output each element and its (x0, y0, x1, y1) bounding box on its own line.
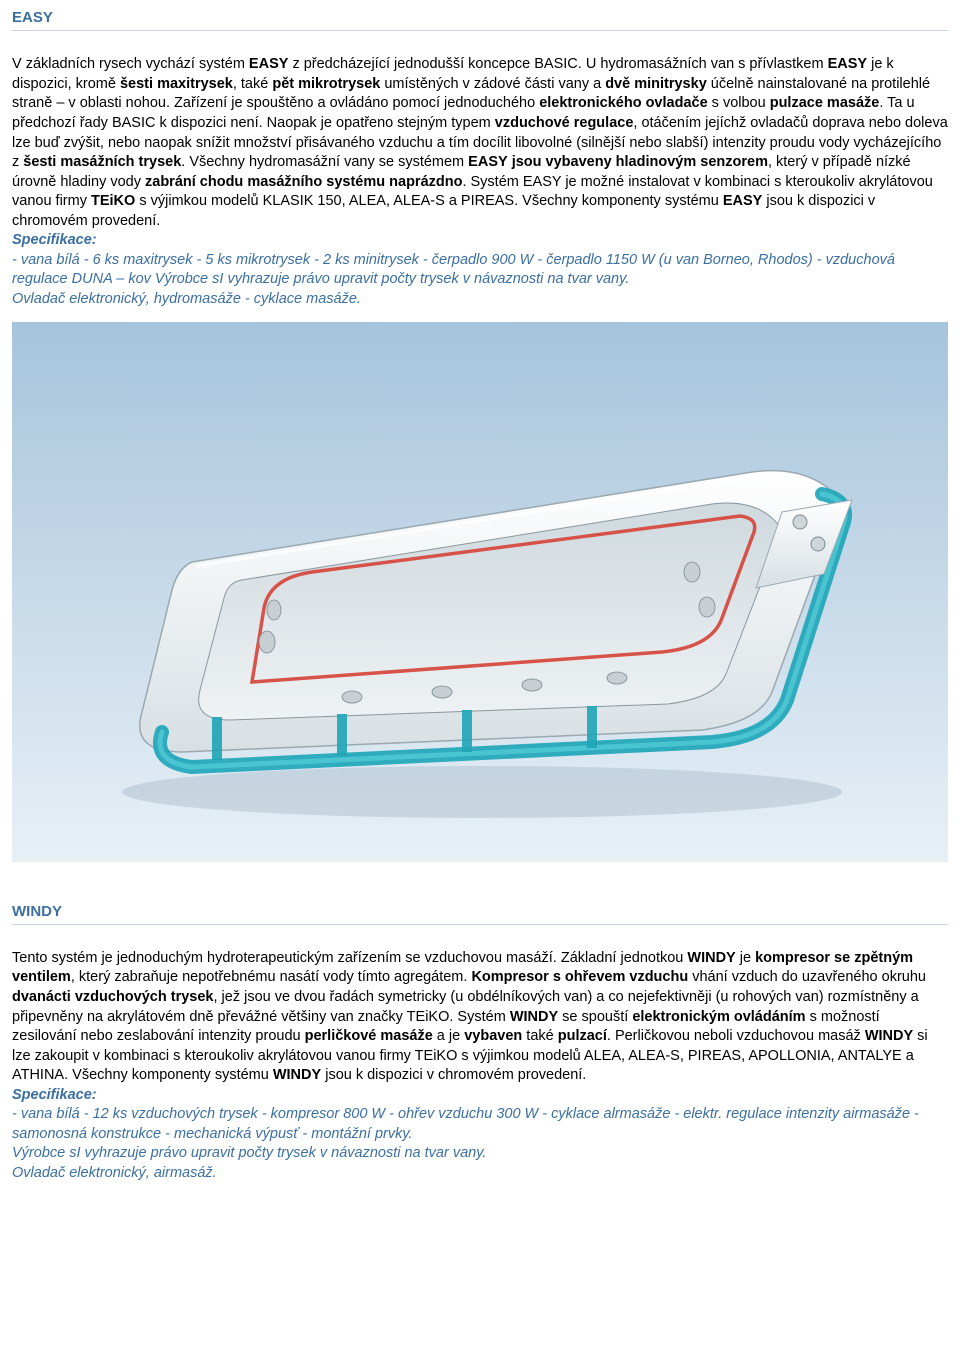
text: Tento systém je jednoduchým hydroterapeu… (12, 950, 687, 966)
text-bold: Kompresor s ohřevem vzduchu (471, 969, 688, 985)
spec-line: Výrobce sI vyhrazuje právo upravit počty… (12, 1144, 948, 1164)
text: je (736, 950, 755, 966)
text: jsou k dispozici v chromovém provedení. (321, 1067, 586, 1083)
text-bold: EASY (828, 56, 868, 72)
bathtub-diagram-wrap (12, 322, 948, 862)
text: . Všechny hydromasážní vany se systémem (181, 154, 468, 170)
text: , také (233, 76, 273, 92)
text-bold: WINDY (510, 1009, 558, 1025)
windy-title: WINDY (12, 902, 948, 925)
text: s volbou (708, 95, 770, 111)
easy-paragraph: V základních rysech vychází systém EASY … (12, 55, 948, 231)
text: umístěných v zádové části vany a (380, 76, 605, 92)
text-bold: dvě minitrysky (605, 76, 707, 92)
spec-label: Specifikace: (12, 231, 948, 251)
bathtub-diagram (12, 322, 948, 862)
text: se spouští (558, 1009, 632, 1025)
text-bold: vybaven (464, 1028, 522, 1044)
easy-spec-block: Specifikace: - vana bílá - 6 ks maxitrys… (12, 231, 948, 309)
windy-spec-block: Specifikace: - vana bílá - 12 ks vzducho… (12, 1086, 948, 1184)
text-bold: WINDY (273, 1067, 321, 1083)
text: z předcházející jednodušší koncepce BASI… (288, 56, 827, 72)
spec-line: - vana bílá - 6 ks maxitrysek - 5 ks mik… (12, 251, 948, 290)
section-windy: WINDY Tento systém je jednoduchým hydrot… (12, 902, 948, 1184)
text-bold: šesti maxitrysek (120, 76, 233, 92)
spec-line: - vana bílá - 12 ks vzduchových trysek -… (12, 1105, 948, 1144)
text-bold: pět mikrotrysek (272, 76, 380, 92)
text-bold: pulzace masáže (770, 95, 880, 111)
spec-label-text: Specifikace: (12, 232, 97, 248)
text-bold: šesti masážních trysek (23, 154, 181, 170)
text-bold: zabrání chodu masážního systému naprázdn… (145, 174, 462, 190)
text-bold: vzduchové regulace (495, 115, 634, 131)
text: s výjimkou modelů KLASIK 150, ALEA, ALEA… (135, 193, 723, 209)
text-bold: elektronickým ovládáním (632, 1009, 805, 1025)
text: V základních rysech vychází systém (12, 56, 249, 72)
text-bold: jsou vybaveny hladinovým senzorem (512, 154, 768, 170)
text-bold: EASY (723, 193, 763, 209)
spec-label: Specifikace: (12, 1086, 948, 1106)
spec-line: Ovladač elektronický, airmasáž. (12, 1164, 948, 1184)
text: vhání vzduch do uzavřeného okruhu (688, 969, 926, 985)
text-bold: EASY (249, 56, 289, 72)
windy-paragraph: Tento systém je jednoduchým hydroterapeu… (12, 949, 948, 1086)
text: a je (433, 1028, 464, 1044)
text: , který zabraňuje nepotřebnému nasátí vo… (71, 969, 472, 985)
text-bold: WINDY (687, 950, 735, 966)
text-bold: elektronického ovladače (539, 95, 707, 111)
text-bold: dvanácti vzduchových trysek (12, 989, 213, 1005)
text-bold: pulzací (558, 1028, 607, 1044)
spec-line: Ovladač elektronický, hydromasáže - cykl… (12, 290, 948, 310)
easy-title: EASY (12, 8, 948, 31)
text: také (522, 1028, 557, 1044)
text-bold: WINDY (865, 1028, 913, 1044)
text-bold: EASY (468, 154, 508, 170)
text-bold: TEiKO (91, 193, 135, 209)
text-bold: perličkové masáže (305, 1028, 433, 1044)
spec-label-text: Specifikace: (12, 1087, 97, 1103)
text: . Perličkovou neboli vzduchovou masáž (607, 1028, 865, 1044)
section-easy: EASY V základních rysech vychází systém … (12, 8, 948, 310)
